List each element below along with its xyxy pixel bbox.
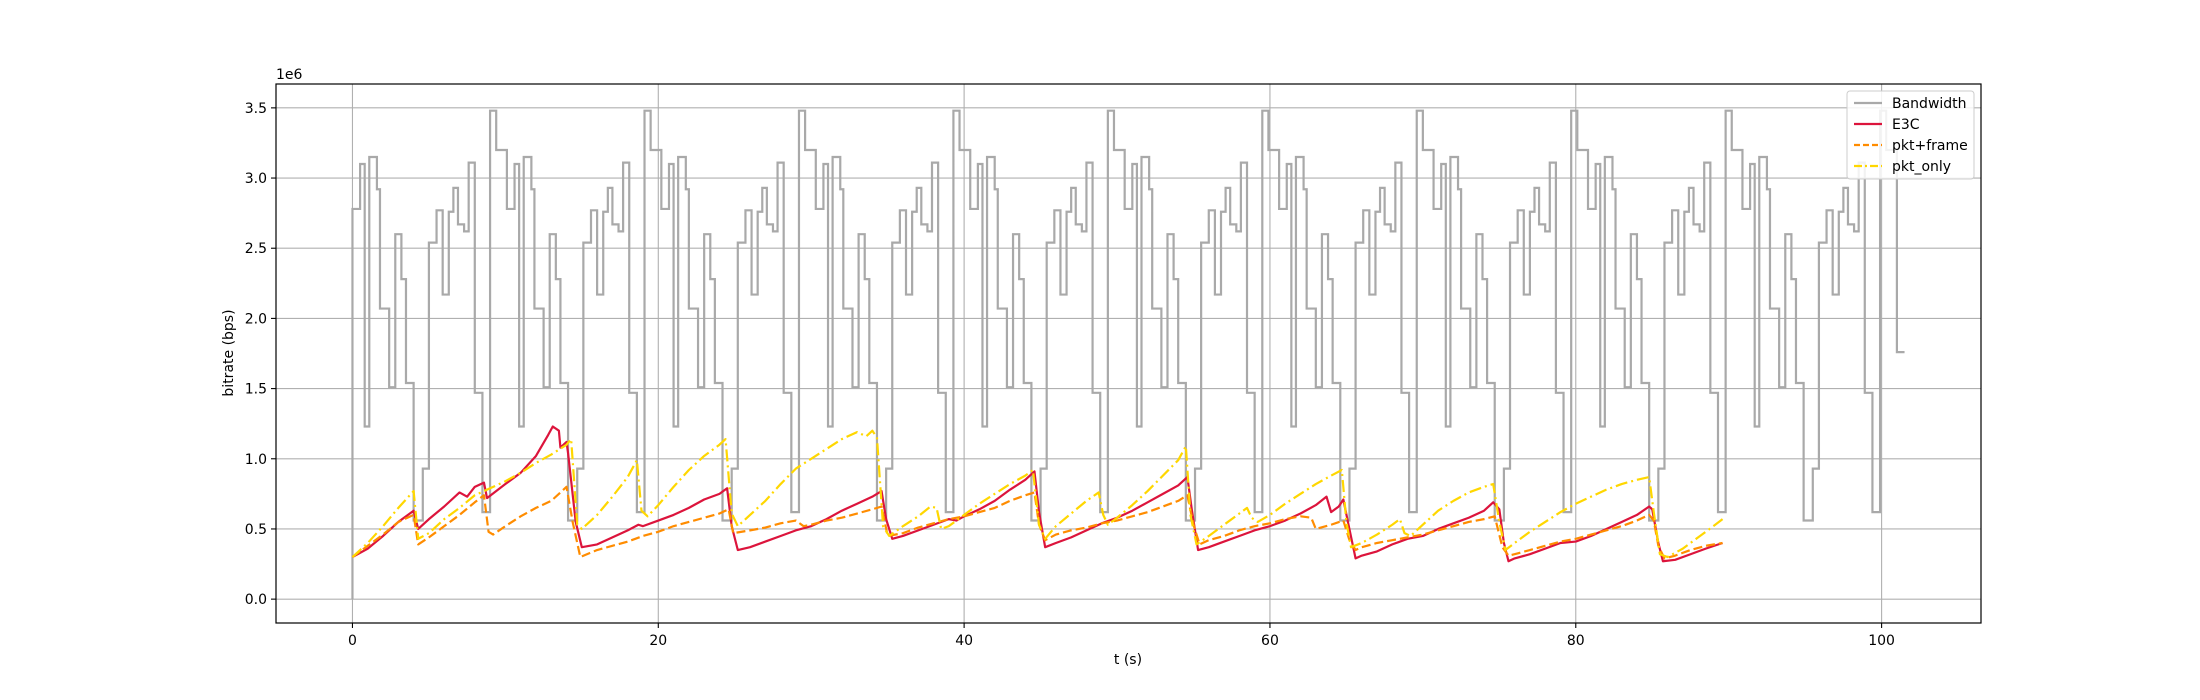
x-axis-label: t (s) <box>1114 652 1142 668</box>
legend-label-pkt-frame: pkt+frame <box>1892 138 1968 154</box>
y-axis: 0.0 0.5 1.0 1.5 2.0 2.5 3.0 3.5 <box>245 101 276 608</box>
y-tick-label: 0.5 <box>245 522 267 538</box>
x-axis: 0 20 40 60 80 100 <box>348 623 1895 649</box>
y-tick-label: 3.5 <box>245 101 267 117</box>
legend-box <box>1846 90 1975 180</box>
legend-label-e3c: E3C <box>1892 117 1920 133</box>
x-tick-label: 0 <box>348 633 357 649</box>
y-tick-label: 2.0 <box>245 311 267 327</box>
y-tick-label: 0.0 <box>245 592 267 608</box>
y-tick-label: 2.5 <box>245 241 267 257</box>
y-axis-label: bitrate (bps) <box>221 309 237 396</box>
x-tick-label: 100 <box>1868 633 1895 649</box>
grid <box>276 84 1981 623</box>
x-tick-label: 80 <box>1567 633 1585 649</box>
legend-label-pkt-only: pkt_only <box>1892 159 1951 175</box>
legend: Bandwidth E3C pkt+frame pkt_only <box>1846 90 1975 180</box>
series-layer <box>351 109 1905 600</box>
legend-label-bandwidth: Bandwidth <box>1892 96 1967 112</box>
series-line-pkt-only <box>351 429 1724 559</box>
y-tick-label: 3.0 <box>245 171 267 187</box>
x-tick-label: 60 <box>1261 633 1279 649</box>
plot-frame <box>275 83 1982 624</box>
series-line-pkt-frame <box>351 485 1723 560</box>
x-tick-label: 40 <box>955 633 973 649</box>
y-tick-label: 1.0 <box>245 452 267 468</box>
series-line-bandwidth <box>351 109 1905 600</box>
y-offset-text: 1e6 <box>276 67 303 83</box>
y-tick-label: 1.5 <box>245 382 267 398</box>
x-tick-label: 20 <box>649 633 667 649</box>
